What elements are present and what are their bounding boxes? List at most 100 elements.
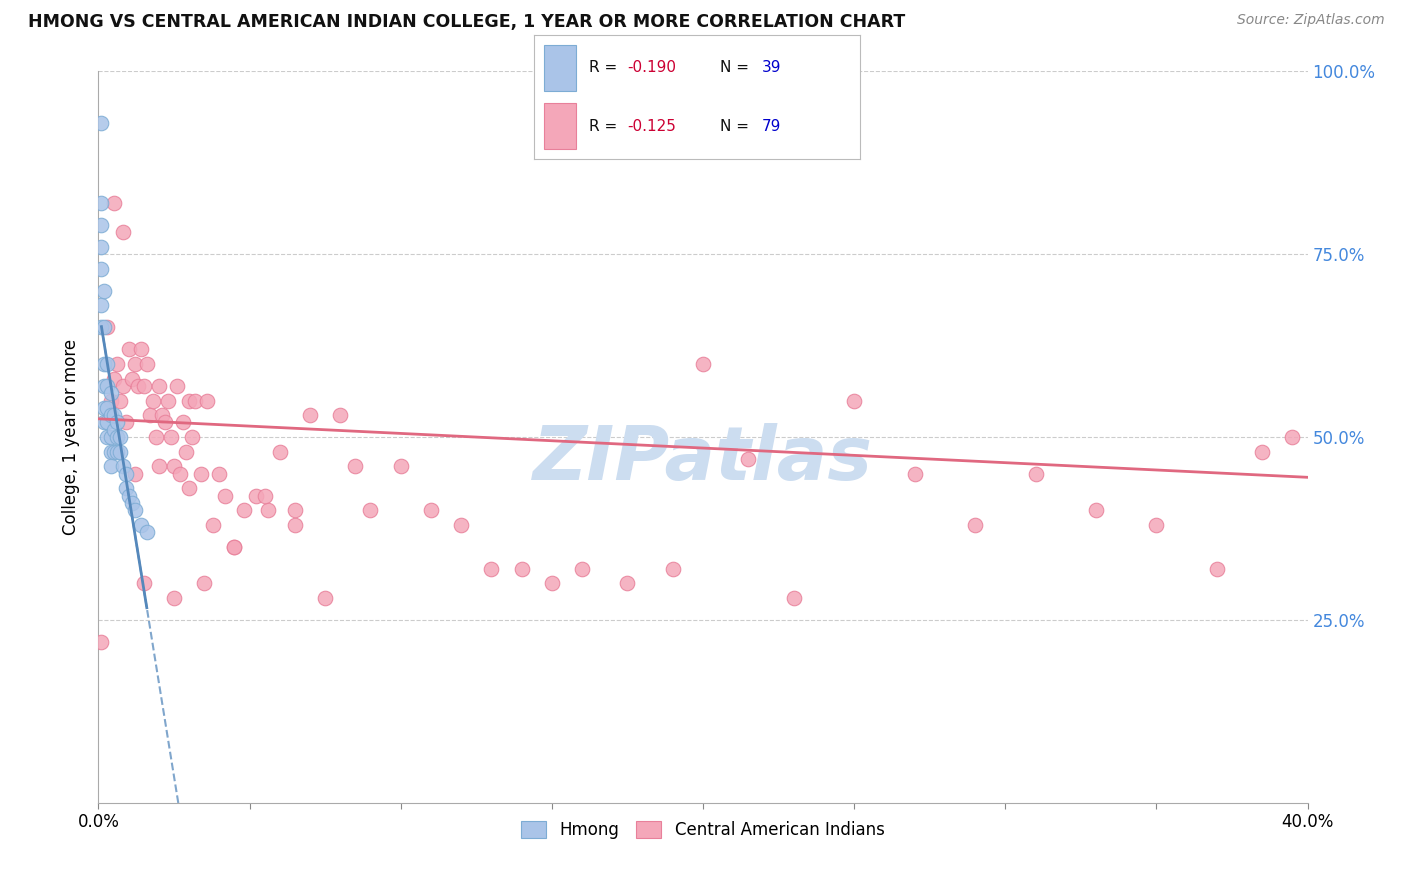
Point	[269, 444, 291, 458]
Point	[90, 115, 112, 129]
Point	[96, 430, 118, 444]
Point	[1024, 467, 1046, 481]
Point	[132, 379, 155, 393]
Point	[510, 562, 533, 576]
Point	[692, 357, 714, 371]
Point	[1281, 430, 1303, 444]
Point	[100, 386, 122, 401]
Point	[103, 408, 125, 422]
Point	[163, 591, 186, 605]
Point	[127, 379, 149, 393]
Point	[114, 416, 136, 430]
Point	[284, 517, 307, 532]
Point	[108, 430, 131, 444]
Point	[1144, 517, 1167, 532]
Point	[105, 430, 128, 444]
Point	[145, 430, 167, 444]
Point	[208, 467, 231, 481]
Point	[100, 430, 122, 444]
Point	[661, 562, 683, 576]
Point	[1251, 444, 1274, 458]
Point	[153, 416, 176, 430]
Point	[420, 503, 443, 517]
Point	[90, 320, 112, 334]
Point	[214, 489, 236, 503]
Point	[142, 393, 165, 408]
Point	[224, 540, 246, 554]
Point	[616, 576, 638, 591]
Point	[103, 371, 125, 385]
Point	[160, 430, 183, 444]
Point	[256, 503, 278, 517]
Point	[96, 401, 118, 415]
Point	[139, 408, 162, 422]
Point	[1085, 503, 1108, 517]
Point	[737, 452, 759, 467]
Point	[103, 444, 125, 458]
Point	[190, 467, 212, 481]
Point	[1206, 562, 1229, 576]
Point	[111, 379, 134, 393]
Point	[111, 459, 134, 474]
Point	[105, 357, 128, 371]
Point	[232, 503, 254, 517]
Point	[96, 379, 118, 393]
Point	[253, 489, 276, 503]
Point	[111, 225, 134, 239]
Point	[100, 444, 122, 458]
Point	[114, 481, 136, 495]
Point	[93, 401, 115, 415]
Point	[166, 379, 188, 393]
Point	[93, 357, 115, 371]
Y-axis label: College, 1 year or more: College, 1 year or more	[62, 339, 80, 535]
Point	[118, 343, 141, 357]
Point	[245, 489, 267, 503]
Point	[135, 357, 157, 371]
Point	[129, 517, 152, 532]
Point	[172, 416, 194, 430]
Point	[329, 408, 352, 422]
Point	[193, 576, 215, 591]
Point	[124, 503, 146, 517]
Point	[90, 261, 112, 276]
Point	[90, 218, 112, 232]
Point	[571, 562, 593, 576]
Point	[132, 576, 155, 591]
Point	[844, 393, 866, 408]
Point	[389, 459, 412, 474]
Point	[121, 496, 143, 510]
Point	[93, 416, 115, 430]
Point	[90, 240, 112, 254]
Point	[224, 540, 246, 554]
Point	[181, 430, 204, 444]
Point	[284, 503, 307, 517]
Point	[450, 517, 472, 532]
Point	[114, 467, 136, 481]
Point	[108, 393, 131, 408]
Point	[174, 444, 197, 458]
Point	[90, 635, 112, 649]
Point	[965, 517, 987, 532]
Point	[96, 320, 118, 334]
Point	[148, 379, 170, 393]
Point	[179, 393, 201, 408]
Point	[100, 393, 122, 408]
Point	[783, 591, 806, 605]
Point	[121, 371, 143, 385]
Point	[314, 591, 336, 605]
Point	[96, 357, 118, 371]
Point	[93, 284, 115, 298]
Point	[124, 357, 146, 371]
Point	[100, 408, 122, 422]
Point	[129, 343, 152, 357]
Text: HMONG VS CENTRAL AMERICAN INDIAN COLLEGE, 1 YEAR OR MORE CORRELATION CHART: HMONG VS CENTRAL AMERICAN INDIAN COLLEGE…	[28, 13, 905, 31]
Point	[195, 393, 218, 408]
Point	[148, 459, 170, 474]
Text: ZIPatlas: ZIPatlas	[533, 423, 873, 496]
Point	[118, 489, 141, 503]
Point	[108, 444, 131, 458]
Point	[90, 196, 112, 211]
Point	[904, 467, 927, 481]
Point	[105, 416, 128, 430]
Point	[299, 408, 322, 422]
